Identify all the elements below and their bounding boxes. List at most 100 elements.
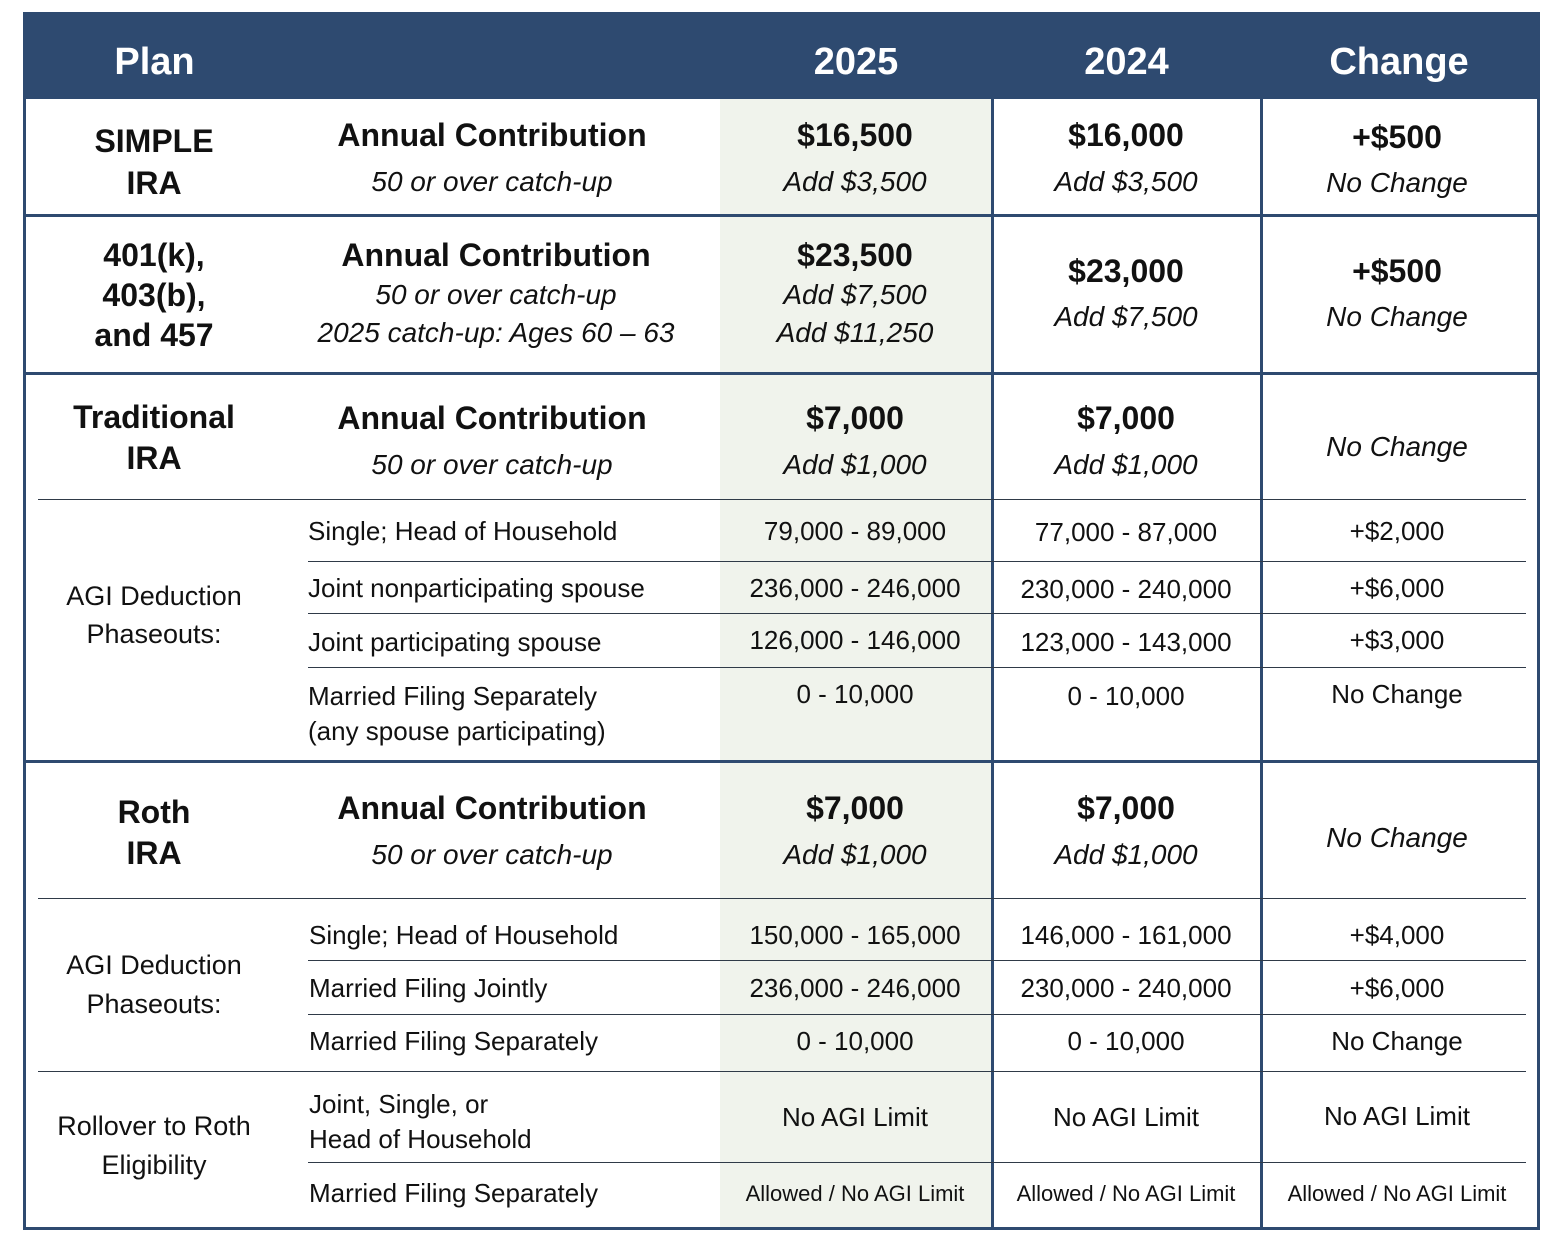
row-label: Annual Contribution	[337, 790, 647, 826]
row-sublabel: 50 or over catch-up	[371, 166, 613, 197]
value-2025-catchup: Add $1,000	[783, 449, 927, 480]
value-2025-catchup-60-63: Add $11,250	[776, 317, 934, 348]
section-divider	[26, 214, 1537, 217]
rollover-2025: Allowed / No AGI Limit	[745, 1181, 965, 1206]
column-divider	[991, 99, 994, 1227]
value-2024: $7,000	[1077, 400, 1175, 436]
value-2025: $7,000	[806, 400, 904, 436]
rollover-change: No AGI Limit	[1324, 1101, 1470, 1131]
range-2024: 0 - 10,000	[1067, 681, 1185, 711]
row-divider	[38, 499, 1526, 500]
row-sublabel: 50 or over catch-up	[375, 279, 617, 310]
value-2025-catchup: Add $1,000	[783, 839, 927, 870]
row-divider	[308, 613, 1526, 614]
agi-phaseouts-label: Phaseouts:	[86, 989, 222, 1019]
agi-phaseouts-label: Phaseouts:	[86, 619, 222, 649]
filing-status-label: Married Filing Jointly	[309, 973, 548, 1003]
rollover-2024: Allowed / No AGI Limit	[1016, 1181, 1236, 1206]
value-2024: $23,000	[1068, 253, 1184, 289]
header-2024: 2024	[1084, 41, 1169, 83]
filing-status-label: Married Filing Separately	[309, 1178, 599, 1208]
table-header	[26, 15, 1537, 99]
change-value: +$500	[1352, 119, 1442, 155]
value-2024: $16,000	[1068, 117, 1184, 153]
rollover-2024: No AGI Limit	[1053, 1102, 1199, 1132]
range-2024: 146,000 - 161,000	[1020, 920, 1232, 950]
range-2025: 79,000 - 89,000	[763, 516, 947, 546]
range-change: +$4,000	[1349, 920, 1445, 950]
range-change: +$6,000	[1349, 573, 1445, 603]
range-change: +$6,000	[1349, 973, 1445, 1003]
filing-status-label: Single; Head of Household	[309, 920, 619, 950]
range-change: No Change	[1331, 1026, 1463, 1056]
value-2024-catchup: Add $1,000	[1054, 449, 1198, 480]
filing-status-label: Head of Household	[309, 1124, 532, 1154]
header-change: Change	[1329, 41, 1469, 83]
filing-status-label: Joint participating spouse	[308, 627, 602, 657]
range-change: +$3,000	[1349, 625, 1445, 655]
filing-status-label: Single; Head of Household	[308, 516, 618, 546]
row-divider	[308, 960, 1526, 961]
plan-name: 401(k),	[103, 237, 205, 273]
plan-name: Traditional	[73, 399, 235, 435]
change-catchup: No Change	[1326, 301, 1468, 332]
range-2024: 0 - 10,000	[1067, 1026, 1185, 1056]
rollover-change: Allowed / No AGI Limit	[1287, 1181, 1507, 1206]
row-sublabel: 50 or over catch-up	[371, 449, 613, 480]
rollover-label: Rollover to Roth	[57, 1111, 251, 1141]
row-label: Annual Contribution	[341, 237, 651, 273]
column-2025-highlight	[720, 99, 992, 1227]
range-2025: 0 - 10,000	[796, 679, 914, 709]
row-divider	[38, 898, 1526, 899]
range-2024: 230,000 - 240,000	[1020, 973, 1232, 1003]
row-divider	[308, 1162, 1526, 1163]
rollover-2025: No AGI Limit	[782, 1102, 928, 1132]
range-change: +$2,000	[1349, 516, 1445, 546]
range-change: No Change	[1331, 679, 1463, 709]
range-2025: 236,000 - 246,000	[749, 973, 961, 1003]
range-2025: 126,000 - 146,000	[749, 625, 961, 655]
value-2025: $7,000	[806, 790, 904, 826]
section-divider	[26, 760, 1537, 763]
plan-name: IRA	[126, 440, 182, 476]
plan-name: IRA	[126, 165, 182, 201]
header-plan: Plan	[114, 41, 195, 83]
change-value: +$500	[1352, 253, 1442, 289]
change-value: No Change	[1326, 431, 1468, 462]
plan-name: IRA	[126, 835, 182, 871]
row-divider	[308, 561, 1526, 562]
rollover-label: Eligibility	[101, 1150, 207, 1180]
change-catchup: No Change	[1326, 167, 1468, 198]
filing-status-label: Joint, Single, or	[309, 1089, 489, 1119]
filing-status-label: Married Filing Separately	[308, 681, 598, 711]
agi-phaseouts-label: AGI Deduction	[66, 581, 242, 611]
range-2025: 0 - 10,000	[796, 1026, 914, 1056]
plan-name: SIMPLE	[94, 123, 214, 159]
row-sublabel: 50 or over catch-up	[371, 839, 613, 870]
range-2024: 77,000 - 87,000	[1034, 517, 1218, 547]
contribution-limits-table: Plan 2025 2024 Change SIMPLE IRA Annual …	[23, 12, 1540, 1230]
row-sublabel: 2025 catch-up: Ages 60 – 63	[317, 317, 675, 348]
section-divider	[26, 372, 1537, 375]
range-2025: 150,000 - 165,000	[749, 920, 961, 950]
value-2025: $23,500	[797, 237, 913, 273]
plan-name: 403(b),	[102, 277, 206, 313]
range-2024: 123,000 - 143,000	[1020, 627, 1232, 657]
row-label: Annual Contribution	[337, 400, 647, 436]
row-divider	[308, 667, 1526, 668]
agi-phaseouts-label: AGI Deduction	[66, 950, 242, 980]
filing-status-label: Joint nonparticipating spouse	[308, 573, 645, 603]
header-2025: 2025	[813, 41, 899, 83]
row-label: Annual Contribution	[337, 117, 647, 153]
value-2024-catchup: Add $7,500	[1054, 301, 1198, 332]
value-2025: $16,500	[797, 117, 913, 153]
range-2024: 230,000 - 240,000	[1020, 574, 1232, 604]
filing-status-label: Married Filing Separately	[309, 1026, 599, 1056]
value-2024: $7,000	[1077, 790, 1175, 826]
row-divider	[308, 1014, 1526, 1015]
range-2025: 236,000 - 246,000	[749, 573, 961, 603]
plan-name: and 457	[94, 317, 214, 353]
value-2025-catchup: Add $7,500	[783, 279, 927, 310]
value-2025-catchup: Add $3,500	[783, 166, 927, 197]
value-2024-catchup: Add $1,000	[1054, 839, 1198, 870]
